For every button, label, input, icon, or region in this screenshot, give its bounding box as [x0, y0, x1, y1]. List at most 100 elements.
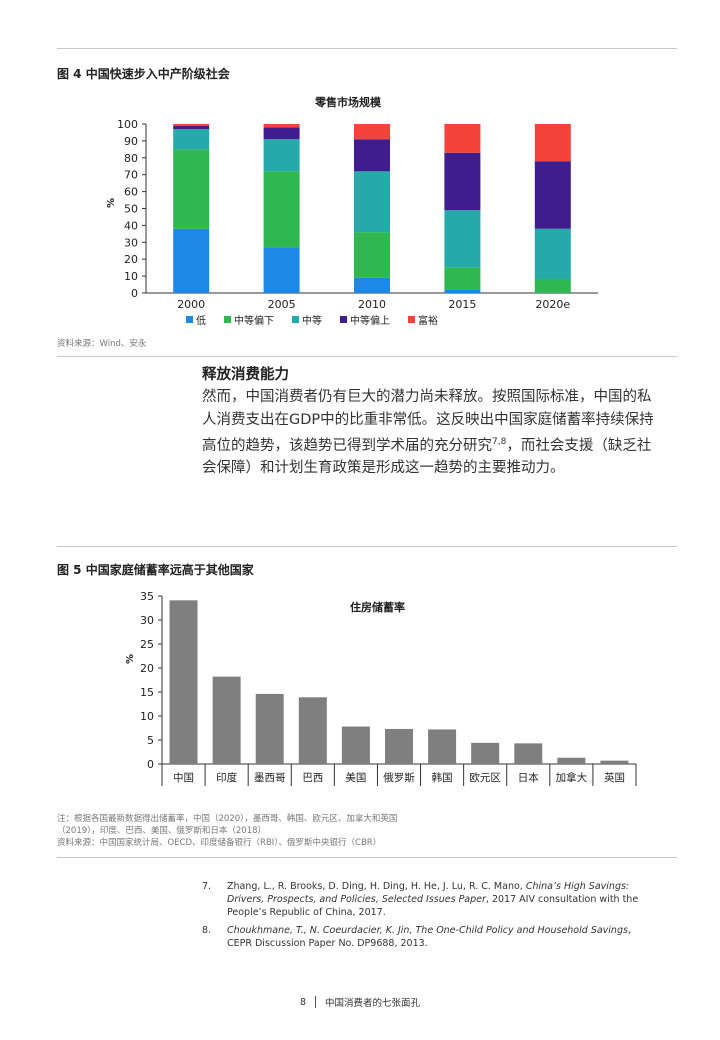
bar — [471, 742, 500, 764]
x-tick-label: 美国 — [345, 771, 366, 784]
y-tick-label: 50 — [124, 203, 138, 216]
legend-label: 中等 — [302, 316, 322, 327]
bar-segment — [444, 152, 481, 211]
y-tick-label: 70 — [124, 169, 138, 182]
bar-segment — [354, 139, 390, 172]
page-footer: 8 中国消费者的七张面孔 — [0, 995, 720, 1009]
bar-segment — [173, 125, 210, 130]
bar — [255, 693, 284, 764]
y-tick-label: 90 — [124, 135, 138, 148]
chart1-legend: 低 中等偏下 中等 中等偏上 富裕 — [186, 312, 438, 327]
y-tick-label: 25 — [140, 638, 154, 651]
y-tick-label: 20 — [124, 253, 138, 266]
bar-segment — [534, 161, 571, 229]
reference-item: 8. Choukhmane, T., N. Coeurdacier, K. Ji… — [202, 924, 642, 950]
x-tick-label: 中国 — [173, 771, 194, 784]
savings-bar-chart: 0 5 10 15 20 25 30 35% 中国 印度 墨西哥 巴西 美国 俄罗斯 韩国 欧元区 日本 加拿大 英… — [125, 590, 637, 786]
bar — [600, 760, 629, 764]
x-tick-label: 加拿大 — [556, 771, 588, 784]
x-tick-label: 巴西 — [302, 772, 323, 784]
legend-label: 中等偏下 — [234, 316, 274, 327]
bar-segment — [444, 210, 481, 268]
bar-segment — [173, 129, 210, 150]
legend-swatch — [224, 316, 231, 323]
x-tick-label: 俄罗斯 — [383, 771, 415, 784]
reference-rest: , 2017 AIV consultation with the People’… — [227, 894, 639, 918]
y-tick-label: 40 — [124, 219, 138, 232]
bar — [169, 600, 198, 764]
bar — [514, 743, 543, 764]
reference-authors: Choukhmane, T., N. Coeurdacier, K. Jin, — [227, 925, 416, 936]
x-tick-label: 印度 — [216, 771, 237, 784]
page-number: 8 — [299, 996, 307, 1008]
y-tick-label: 35 — [140, 590, 154, 603]
y-axis-label: % — [106, 198, 117, 208]
figure5-note: 注：根据各国最新数据得出储蓄率，中国（2020），墨西哥、韩国、欧元区、加拿大和… — [57, 814, 398, 836]
x-tick-label: 2015 — [448, 298, 476, 310]
paragraph-text: 然而，中国消费者仍有巨大的潜力尚未释放。按照国际标准，中国的私人消费支出在GDP… — [202, 389, 654, 454]
x-tick-label: 英国 — [604, 771, 625, 784]
reference-number: 7. — [202, 881, 212, 892]
y-tick-label: 0 — [147, 758, 154, 771]
bar-segment — [263, 124, 300, 128]
legend-label: 富裕 — [418, 316, 438, 327]
chart1-title: 零售市场规模 — [315, 96, 381, 109]
figure4-title: 图 4 中国快速步入中产阶级社会 — [57, 67, 230, 81]
bar-segment — [534, 228, 571, 280]
x-tick-label: 2020e — [535, 298, 570, 310]
reference-title: China’s High Savings: Drivers, Prospects… — [227, 881, 630, 905]
x-tick-label: 欧元区 — [469, 772, 501, 784]
footer-title: 中国消费者的七张面孔 — [325, 998, 421, 1009]
section-heading: 释放消费能力 — [202, 367, 289, 383]
paragraph-text-tail: ，而社会支援（缺乏社会保障）和计划生育政策是形成这一趋势的主要推动力。 — [202, 437, 652, 477]
figure5-title: 图 5 中国家庭储蓄率远高于其他国家 — [57, 563, 254, 577]
bar-segment — [444, 124, 481, 153]
y-tick-label: 30 — [140, 614, 154, 627]
bar — [428, 729, 457, 764]
legend-swatch — [186, 316, 193, 323]
y-axis-label: % — [125, 654, 136, 664]
bar-segment — [173, 124, 210, 126]
bar-segment — [444, 289, 481, 293]
x-tick-label: 2005 — [268, 298, 296, 310]
bar — [212, 676, 241, 764]
reference-title: The One-Child Policy and Household Savin… — [415, 925, 628, 936]
bar — [385, 728, 413, 764]
y-tick-label: 10 — [124, 270, 138, 283]
footnote-ref: 7,8 — [492, 437, 507, 447]
top-divider — [57, 48, 677, 49]
legend-item-lower-middle: 中等偏下 — [224, 312, 274, 327]
bar — [557, 757, 586, 764]
bar-segment — [534, 124, 571, 162]
bar-segment — [444, 267, 481, 290]
y-tick-label: 100 — [117, 118, 138, 131]
legend-label: 低 — [196, 316, 206, 327]
bar-segment — [263, 247, 300, 293]
reference-rest: , CEPR Discussion Paper No. DP9688, 2013… — [227, 925, 631, 949]
reference-authors: Zhang, L., R. Brooks, D. Ding, H. Ding, … — [227, 881, 526, 892]
x-tick-label: 2010 — [358, 298, 386, 310]
stacked-bar-chart: 0 10 20 30 40 50 60 70 80 90 100% 2000 2005 2010 2015 2… — [106, 118, 598, 310]
legend-item-affluent: 富裕 — [408, 312, 438, 327]
y-tick-label: 80 — [124, 152, 138, 165]
legend-swatch — [292, 316, 299, 323]
legend-swatch — [408, 316, 415, 323]
figure5-bottom-divider — [57, 857, 677, 858]
y-tick-label: 0 — [131, 287, 138, 300]
bar-segment — [263, 127, 300, 140]
y-tick-label: 20 — [140, 662, 154, 675]
reference-item: 7. Zhang, L., R. Brooks, D. Ding, H. Din… — [202, 880, 642, 919]
figure5-source: 资料来源：中国国家统计局、OECD、印度储备银行（RBI）、俄罗斯中央银行（CB… — [57, 838, 382, 848]
legend-item-upper-middle: 中等偏上 — [340, 312, 390, 327]
section-paragraph: 然而，中国消费者仍有巨大的潜力尚未释放。按照国际标准，中国的私人消费支出在GDP… — [202, 386, 662, 480]
bar-segment — [354, 171, 390, 233]
figure5-top-divider — [57, 546, 677, 547]
x-tick-label: 墨西哥 — [254, 772, 286, 784]
y-tick-label: 30 — [124, 236, 138, 249]
y-tick-label: 10 — [140, 710, 154, 723]
bar-segment — [354, 277, 390, 293]
figure4-bottom-divider — [57, 356, 677, 357]
chart2-title: 住房储蓄率 — [350, 601, 405, 614]
y-tick-label: 5 — [147, 734, 154, 747]
references: 7. Zhang, L., R. Brooks, D. Ding, H. Din… — [202, 880, 642, 955]
